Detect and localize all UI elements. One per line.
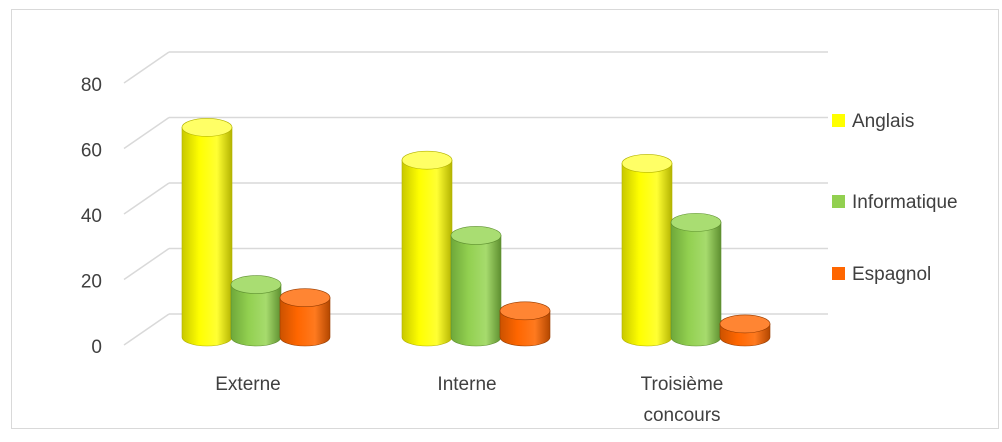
y-tick-label: 20	[81, 272, 102, 293]
bars	[181, 118, 771, 347]
gridline-side-60	[123, 116, 170, 150]
bar-espagnol-2	[719, 314, 771, 347]
bar-espagnol-0	[279, 288, 331, 347]
gridline-side-20	[123, 247, 170, 281]
category-labels: Externe Interne Troisième concours	[215, 374, 723, 426]
bar-informatique-2	[670, 213, 722, 347]
gridline-side-40	[123, 182, 170, 215]
bar-informatique-1	[450, 226, 502, 347]
bar-anglais-0	[181, 118, 233, 347]
chart-area: 0 20 40 60 80 Externe Interne Troisième concour…	[11, 9, 999, 429]
x-category-label: Externe	[215, 374, 280, 395]
y-tick-label: 0	[91, 337, 102, 358]
y-tick-label: 60	[81, 141, 102, 162]
legend-swatch-informatique	[832, 195, 845, 208]
chart-plot: 0 20 40 60 80 Externe Interne Troisième concour…	[81, 51, 958, 426]
gridline-side-0	[123, 313, 170, 346]
bar-espagnol-1	[499, 301, 551, 347]
x-category-label: Troisième	[641, 374, 724, 395]
y-tick-label: 40	[81, 206, 102, 227]
legend-label-anglais: Anglais	[852, 111, 914, 132]
y-axis-ticks: 0 20 40 60 80	[81, 75, 102, 358]
x-category-label: concours	[643, 405, 720, 426]
legend-swatch-anglais	[832, 114, 845, 127]
bar-informatique-0	[230, 275, 282, 347]
legend: Anglais Informatique Espagnol	[832, 111, 958, 285]
y-tick-label: 80	[81, 75, 102, 96]
bar-anglais-1	[401, 150, 453, 347]
bar-anglais-2	[621, 154, 673, 347]
x-category-label: Interne	[437, 374, 496, 395]
legend-label-espagnol: Espagnol	[852, 264, 931, 285]
gridline-side-80	[123, 51, 170, 84]
legend-swatch-espagnol	[832, 267, 845, 280]
legend-label-informatique: Informatique	[852, 192, 958, 213]
